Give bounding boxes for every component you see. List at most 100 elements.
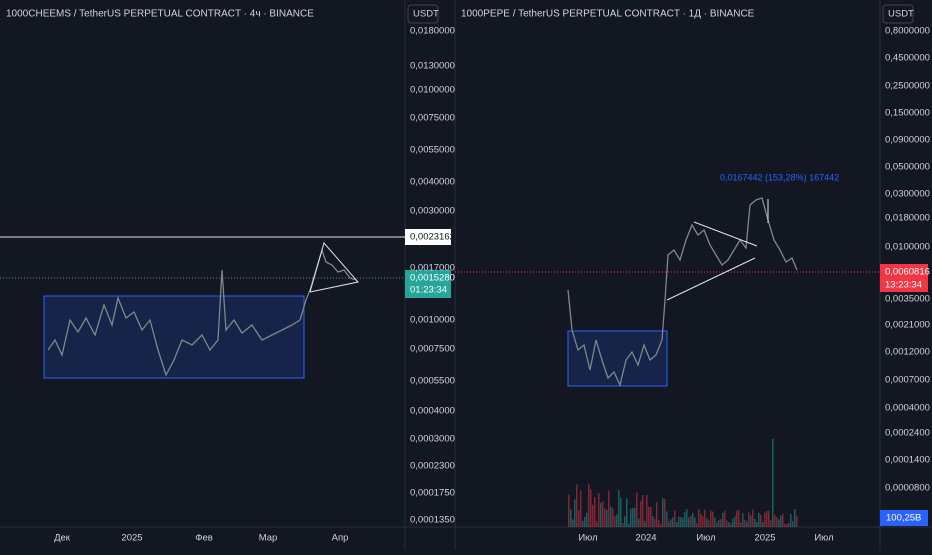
volume-bar [580,490,582,527]
volume-bar [718,520,720,527]
volume-bar [694,517,696,527]
volume-bar [750,515,752,527]
volume-bar [594,496,596,527]
volume-bar [788,522,790,527]
volume-bar [686,509,688,527]
volume-bar [644,521,646,527]
triangle [309,241,359,293]
timer: 13:23:34 [885,280,922,291]
price-label: 0,0002400 [885,428,930,439]
volume-bar [596,521,598,527]
price-label: 0,0100000 [410,85,455,96]
volume-bar [622,523,624,527]
volume-bar [654,519,656,527]
volume-bar [592,504,594,527]
volume-bar [570,509,572,527]
price-label: 0,0300000 [885,189,930,200]
volume-bar [732,518,734,527]
volume-bar [764,512,766,527]
volume-bar [688,517,690,527]
volume-bar [696,523,698,527]
price-label: 0,0130000 [410,61,455,72]
price-label: 0,4500000 [885,53,930,64]
volume-bar [578,509,580,527]
volume-bar [590,489,592,527]
currency-button[interactable] [882,4,914,24]
volume-bar [660,523,662,527]
currency[interactable]: USDT [888,9,914,20]
volume-bar [568,494,570,527]
currency-button[interactable] [407,4,439,24]
price-label: 0,0040000 [410,177,455,188]
currency[interactable]: USDT [413,9,439,20]
volume-bar [712,511,714,527]
volume-bar [664,498,666,527]
volume-bar [794,509,796,527]
chart-title: 1000PEPE / TetherUS PERPETUAL CONTRACT ·… [461,9,755,20]
time-label: 2025 [121,533,142,544]
volume-bar [774,514,776,527]
volume-bar [728,522,730,527]
volume-bar [600,502,602,527]
volume-bar [702,516,704,527]
volume-bar [698,509,700,527]
trend-line [693,221,758,247]
volume-bar [648,506,650,527]
price-label: 0,0005500 [410,376,455,387]
volume-bar [752,509,754,527]
time-label: Мар [259,533,278,544]
volume-bar [708,520,710,527]
timer: 01:23:34 [410,285,447,296]
volume-bar [572,519,574,527]
price-label: 0,0900000 [885,135,930,146]
volume-bar [672,517,674,527]
volume-bar [668,521,670,527]
price-badge: 0,0015280 [410,273,455,284]
volume-bar [772,438,774,527]
price-label: 0,0001400 [885,455,930,466]
price-label: 0,0180000 [885,213,930,224]
range-box [43,295,305,379]
price-badge-bg [880,264,928,292]
price-label: 0,0075000 [410,113,455,124]
volume-bar [638,518,640,527]
volume-bar [656,502,658,527]
volume-bar [758,512,760,527]
volume-bar [716,522,718,527]
volume-bar [574,499,576,527]
volume-bar [682,517,684,527]
price-label: 0,0002300 [410,461,455,472]
volume-bar [608,490,610,527]
volume-bar [624,516,626,527]
volume-bar [704,509,706,527]
volume-bar [784,523,786,527]
volume-bar [754,518,756,527]
volume-bar [710,510,712,527]
volume-bar [626,498,628,527]
time-label: 2024 [635,533,656,544]
price-label: 0,0021000 [885,320,930,331]
volume-bar [602,501,604,527]
measure-label: 0,0167442 (153,28%) 167442 [720,172,839,182]
volume-bar [576,484,578,527]
price-label: 0,0004000 [885,403,930,414]
volume-bar [650,506,652,527]
time-label: Июл [696,533,715,544]
volume-bar [628,523,630,527]
volume-bar [766,511,768,527]
volume-bar [652,515,654,527]
volume-bar [734,516,736,527]
volume-bar [740,522,742,527]
price-label: 0,0004000 [410,406,455,417]
volume-bar [662,498,664,527]
price-label: 0,1500000 [885,108,930,119]
volume-bar [684,512,686,527]
price-label: 0,0035000 [885,294,930,305]
volume-bar [588,483,590,527]
volume-bar [756,522,758,527]
volume-bar [598,493,600,527]
volume-bar [778,519,780,527]
price-label: 0,8000000 [885,26,930,37]
volume-badge: 100,25B [886,513,921,524]
volume-bar [742,513,744,527]
